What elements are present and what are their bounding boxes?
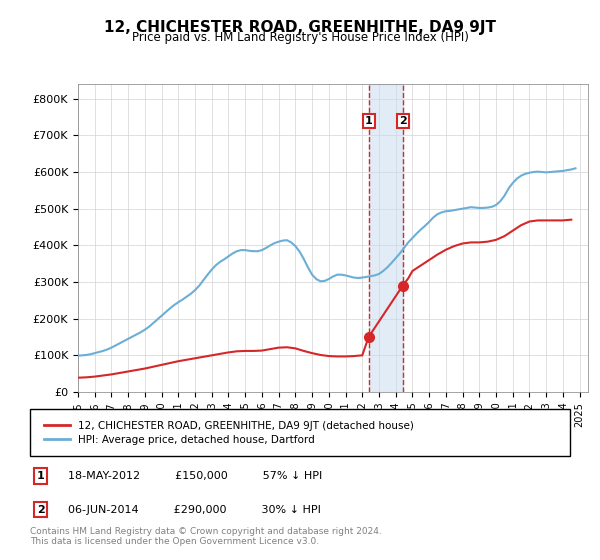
Legend: 12, CHICHESTER ROAD, GREENHITHE, DA9 9JT (detached house), HPI: Average price, d: 12, CHICHESTER ROAD, GREENHITHE, DA9 9JT… (41, 417, 417, 448)
Bar (368, 84, 403, 392)
Text: 1: 1 (365, 116, 373, 126)
Text: 06-JUN-2014          £290,000          30% ↓ HPI: 06-JUN-2014 £290,000 30% ↓ HPI (68, 505, 320, 515)
Text: 18-MAY-2012          £150,000          57% ↓ HPI: 18-MAY-2012 £150,000 57% ↓ HPI (68, 471, 322, 481)
Text: 2: 2 (37, 505, 44, 515)
Text: Contains HM Land Registry data © Crown copyright and database right 2024.
This d: Contains HM Land Registry data © Crown c… (30, 526, 382, 546)
Text: Price paid vs. HM Land Registry's House Price Index (HPI): Price paid vs. HM Land Registry's House … (131, 31, 469, 44)
FancyBboxPatch shape (30, 409, 570, 456)
Text: 2: 2 (399, 116, 407, 126)
Text: 12, CHICHESTER ROAD, GREENHITHE, DA9 9JT: 12, CHICHESTER ROAD, GREENHITHE, DA9 9JT (104, 20, 496, 35)
Text: 1: 1 (37, 471, 44, 481)
